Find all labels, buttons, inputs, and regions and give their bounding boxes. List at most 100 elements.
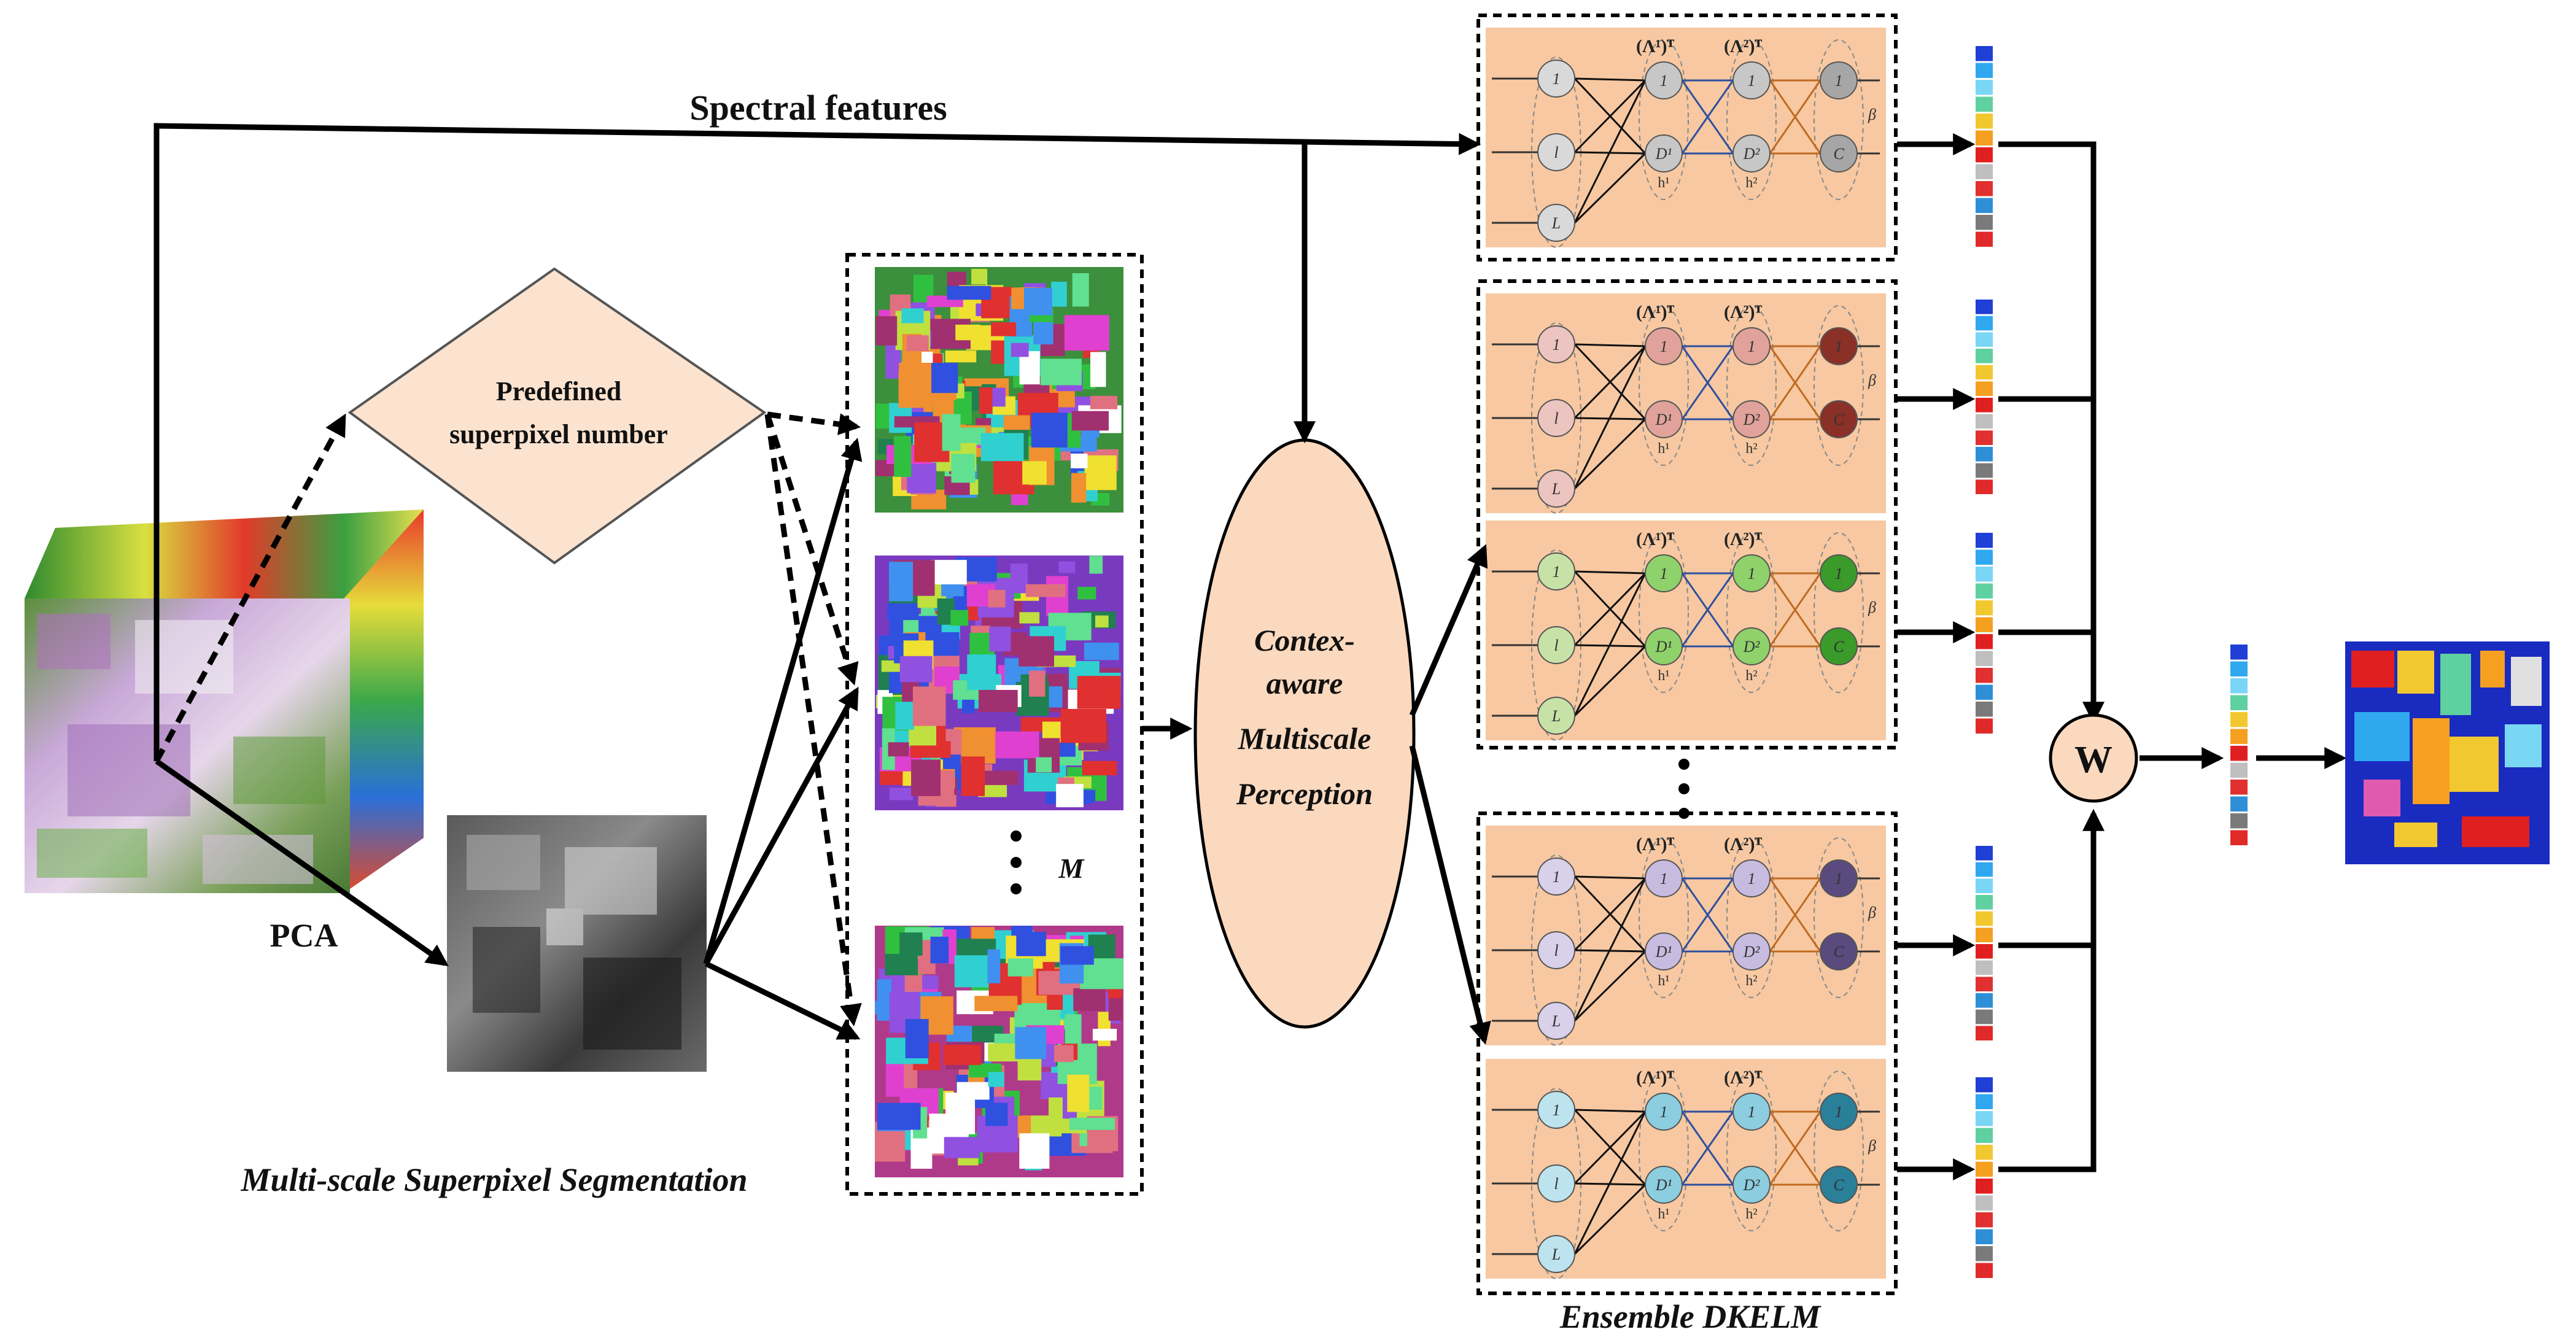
input-node <box>1537 60 1575 98</box>
layer-group-outline <box>1726 532 1777 693</box>
superpixel-patch <box>931 363 958 393</box>
input-node-label: l <box>1554 1175 1558 1193</box>
superpixel-patch <box>945 1092 976 1134</box>
bar-segment <box>1976 1229 1993 1244</box>
input-node-label: l <box>1554 637 1558 654</box>
bar-segment <box>1976 130 1993 145</box>
h1-label: h¹ <box>1658 175 1669 191</box>
output-node-label: C <box>1833 145 1844 163</box>
superpixel-patch <box>905 1019 929 1058</box>
superpixel-patch <box>1077 676 1121 709</box>
superpixel-patch <box>1077 586 1096 600</box>
superpixel-patch <box>894 436 912 477</box>
hidden-link <box>1681 573 1734 647</box>
superpixel-patch <box>1092 1029 1117 1041</box>
superpixel-patch <box>889 562 914 602</box>
input-node <box>1537 325 1575 363</box>
bar-segment <box>2230 762 2248 778</box>
hidden1-node <box>1645 1166 1683 1204</box>
superpixel-patch <box>1010 563 1028 594</box>
learner-frame <box>1476 279 1898 749</box>
beta-label: β <box>1868 106 1876 123</box>
input-node-label: L <box>1551 214 1561 232</box>
bar-segment <box>1976 1094 1993 1109</box>
superpixel-patch <box>945 350 977 363</box>
superpixel-patch <box>1025 584 1066 597</box>
beta-label: β <box>1868 598 1876 616</box>
hidden2-node-label: 1 <box>1748 338 1756 355</box>
bar-segment <box>1976 1026 1993 1040</box>
probability-bar-3 <box>1976 533 1993 734</box>
superpixel-patch <box>967 654 996 690</box>
superpixel-patch <box>1051 281 1067 307</box>
output-node-label: 1 <box>1835 870 1843 888</box>
bar-segment <box>1976 430 1993 445</box>
perception-to-learners-lower-arrow <box>1409 745 1491 1045</box>
bar-segment <box>1976 365 1993 380</box>
output-node <box>1820 554 1858 592</box>
h1-label: h¹ <box>1658 1206 1669 1222</box>
bar-segment <box>1976 684 1993 700</box>
hidden2-node <box>1732 554 1771 592</box>
layer-group-outline <box>1639 39 1689 200</box>
bar-segment <box>1976 634 1993 649</box>
spectral-features-label: Spectral features <box>689 88 947 128</box>
spectral-features-arrow <box>153 123 1481 761</box>
superpixel-patch <box>1011 343 1029 357</box>
hidden1-node-label: D¹ <box>1655 638 1672 656</box>
superpixel-patch <box>991 322 1017 336</box>
superpixel-patch <box>973 770 1018 785</box>
input-node-label: 1 <box>1553 563 1561 581</box>
superpixel-patch <box>988 1072 1004 1087</box>
hyperspectral-cube <box>25 509 424 893</box>
learner-3: 1 l L 1 D¹ 1 D² 1 C (Λ¹)ᵀ (Λ²)ᵀ h¹ h² β <box>1486 521 1886 741</box>
predefined-line2: superpixel number <box>449 419 668 449</box>
bar-segment <box>1976 215 1993 230</box>
gray-to-map1-arrow <box>703 438 863 965</box>
superpixel-patch <box>1082 761 1117 776</box>
weight-link <box>1573 418 1647 490</box>
bar-segment <box>2230 780 2248 795</box>
bar-segment <box>2230 813 2248 829</box>
output-node-label: 1 <box>1835 1103 1843 1121</box>
layer-group-outline <box>1814 1071 1864 1231</box>
bar-segment <box>1976 1145 1993 1160</box>
beta-label: β <box>1868 371 1876 389</box>
input-node <box>1537 1091 1575 1129</box>
hidden2-node <box>1732 61 1771 99</box>
hidden1-node-label: 1 <box>1660 338 1668 355</box>
arrows <box>153 123 2347 1180</box>
superpixel-patch <box>1007 958 1034 977</box>
layer-group-outline <box>1726 1071 1777 1231</box>
learner-4: 1 l L 1 D¹ 1 D² 1 C (Λ¹)ᵀ (Λ²)ᵀ h¹ h² β <box>1476 811 1898 1295</box>
layer-group-outline <box>1726 39 1777 200</box>
bar-segment <box>2230 661 2248 676</box>
superpixel-patch <box>1067 1074 1090 1112</box>
weight2-label: (Λ²)ᵀ <box>1724 834 1762 854</box>
superpixel-patch <box>943 1045 981 1065</box>
hidden2-node <box>1732 1093 1771 1131</box>
superpixel-patch <box>911 759 941 796</box>
superpixel-patch <box>875 316 898 346</box>
bar-segment <box>1976 1009 1993 1024</box>
superpixel-patch <box>1064 315 1109 351</box>
hidden1-node <box>1645 554 1683 592</box>
superpixel-patch <box>877 979 892 1021</box>
hidden2-node <box>1732 1166 1771 1204</box>
bars-top-to-w-arrow <box>1998 141 2105 724</box>
multiscale-segmentation-label: Multi-scale Superpixel Segmentation <box>240 1161 747 1198</box>
weight1-label: (Λ¹)ᵀ <box>1636 36 1674 56</box>
bar-segment <box>1976 911 1993 926</box>
input-node-label: l <box>1554 144 1558 161</box>
hidden1-node <box>1645 627 1683 665</box>
weight-link <box>1573 572 1647 646</box>
superpixel-patch <box>1058 561 1076 573</box>
learner-5: 1 l L 1 D¹ 1 D² 1 C (Λ¹)ᵀ (Λ²)ᵀ h¹ h² β <box>1486 1059 1886 1279</box>
layer-group-outline <box>1814 837 1864 998</box>
bar-segment <box>2230 712 2248 727</box>
bar-segment <box>1976 80 1993 95</box>
weight-link <box>1573 1183 1647 1255</box>
bar-segment <box>1976 63 1993 78</box>
diamond-to-map2-dashed-arrow <box>764 413 859 686</box>
input-node-label: L <box>1551 480 1561 498</box>
